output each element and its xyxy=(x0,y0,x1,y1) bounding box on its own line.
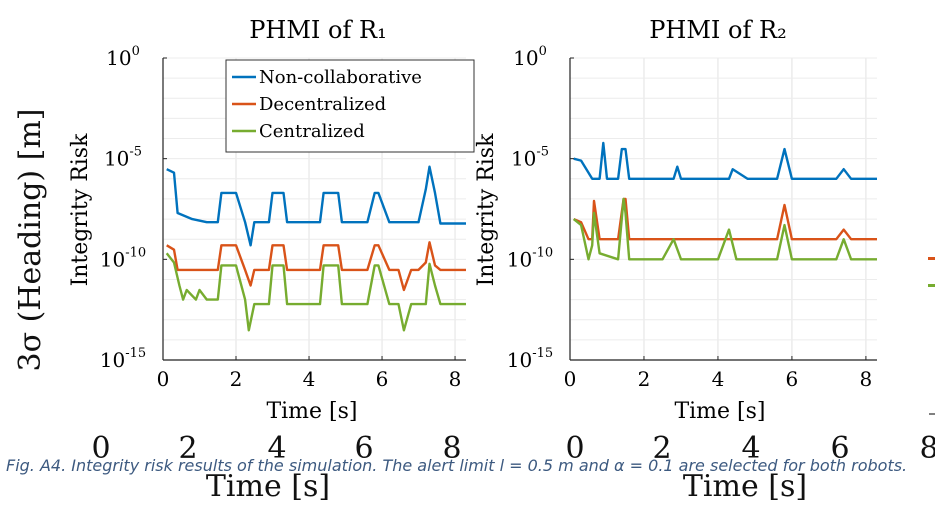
y-axis-label-r2: Integrity Risk xyxy=(474,133,499,287)
x-tick-label: 4 xyxy=(303,367,316,391)
outer-x-axis-label-right: Time [s] xyxy=(683,469,807,504)
outer-x-tick-label: 2 xyxy=(652,431,671,466)
third-panel-orange-line xyxy=(928,257,935,260)
legend-label: Non-collaborative xyxy=(259,67,422,88)
series-line-non-collaborative xyxy=(166,165,466,247)
y-tick-label: 10-15 xyxy=(507,346,553,372)
outer-x-ticks: 0 0 2 2 4 4 6 6 8 8 xyxy=(91,431,935,466)
series-line-non-collaborative xyxy=(573,141,877,181)
y-tick-label: 10-5 xyxy=(104,145,142,171)
x-tick-label: 4 xyxy=(712,367,725,391)
outer-x-tick-label: 4 xyxy=(741,431,760,466)
outer-x-axis-label-left: Time [s] xyxy=(206,469,330,504)
outer-x-tick-label: 8 xyxy=(442,431,461,466)
outer-x-tick-label: 6 xyxy=(354,431,373,466)
y-axis-label-r1: Integrity Risk xyxy=(68,133,93,287)
third-panel-green-line xyxy=(928,284,935,287)
x-tick-label: 0 xyxy=(157,367,170,391)
x-tick-label: 8 xyxy=(860,367,873,391)
outer-x-tick-label: 6 xyxy=(830,431,849,466)
x-tick-label: 6 xyxy=(786,367,799,391)
outer-x-tick-label: 2 xyxy=(178,431,197,466)
x-axis-label-r1: Time [s] xyxy=(266,399,357,424)
outer-x-tick-label: 0 xyxy=(565,431,584,466)
chart-title-r2: PHMI of R₂ xyxy=(649,16,786,44)
x-tick-label: 8 xyxy=(449,367,462,391)
series-line-decentralized xyxy=(166,241,466,292)
plot-area xyxy=(570,58,877,360)
chart-title-r1: PHMI of R₁ xyxy=(249,16,386,44)
series-line-centralized xyxy=(165,252,466,332)
y-tick-label: 10-10 xyxy=(507,245,553,271)
series-line-centralized xyxy=(572,197,877,261)
legend-label: Centralized xyxy=(259,121,365,142)
y-tick-label: 100 xyxy=(106,44,140,70)
outer-x-tick-label: 4 xyxy=(267,431,286,466)
chart-panel-r2: PHMI of R₂ Integrity Risk Time [s] 0 2 4 6 8… xyxy=(474,16,877,424)
outer-y-axis-label: 3σ (Heading) [m] xyxy=(13,108,48,371)
outer-x-tick-label: 0 xyxy=(91,431,110,466)
clipped-third-panel xyxy=(928,257,935,415)
y-tick-label: 10-15 xyxy=(100,346,146,372)
legend-box xyxy=(225,59,475,153)
x-tick-label: 0 xyxy=(564,367,577,391)
x-tick-label: 2 xyxy=(230,367,243,391)
y-tick-label: 10-10 xyxy=(100,245,146,271)
x-axis-label-r2: Time [s] xyxy=(674,399,765,424)
x-tick-label: 6 xyxy=(376,367,389,391)
x-tick-label: 2 xyxy=(638,367,651,391)
y-tick-label: 10-5 xyxy=(511,145,549,171)
chart-panel-r1: PHMI of R₁ Integrity Risk Time [s] 0 2 4 6 8… xyxy=(68,16,475,424)
y-tick-label: 100 xyxy=(513,44,547,70)
legend: Non-collaborative Decentralized Centralize… xyxy=(225,59,475,153)
figure-caption: Fig. A4. Integrity risk results of the s… xyxy=(6,456,908,475)
outer-x-tick-label: 8 xyxy=(919,431,935,466)
legend-label: Decentralized xyxy=(259,94,386,115)
